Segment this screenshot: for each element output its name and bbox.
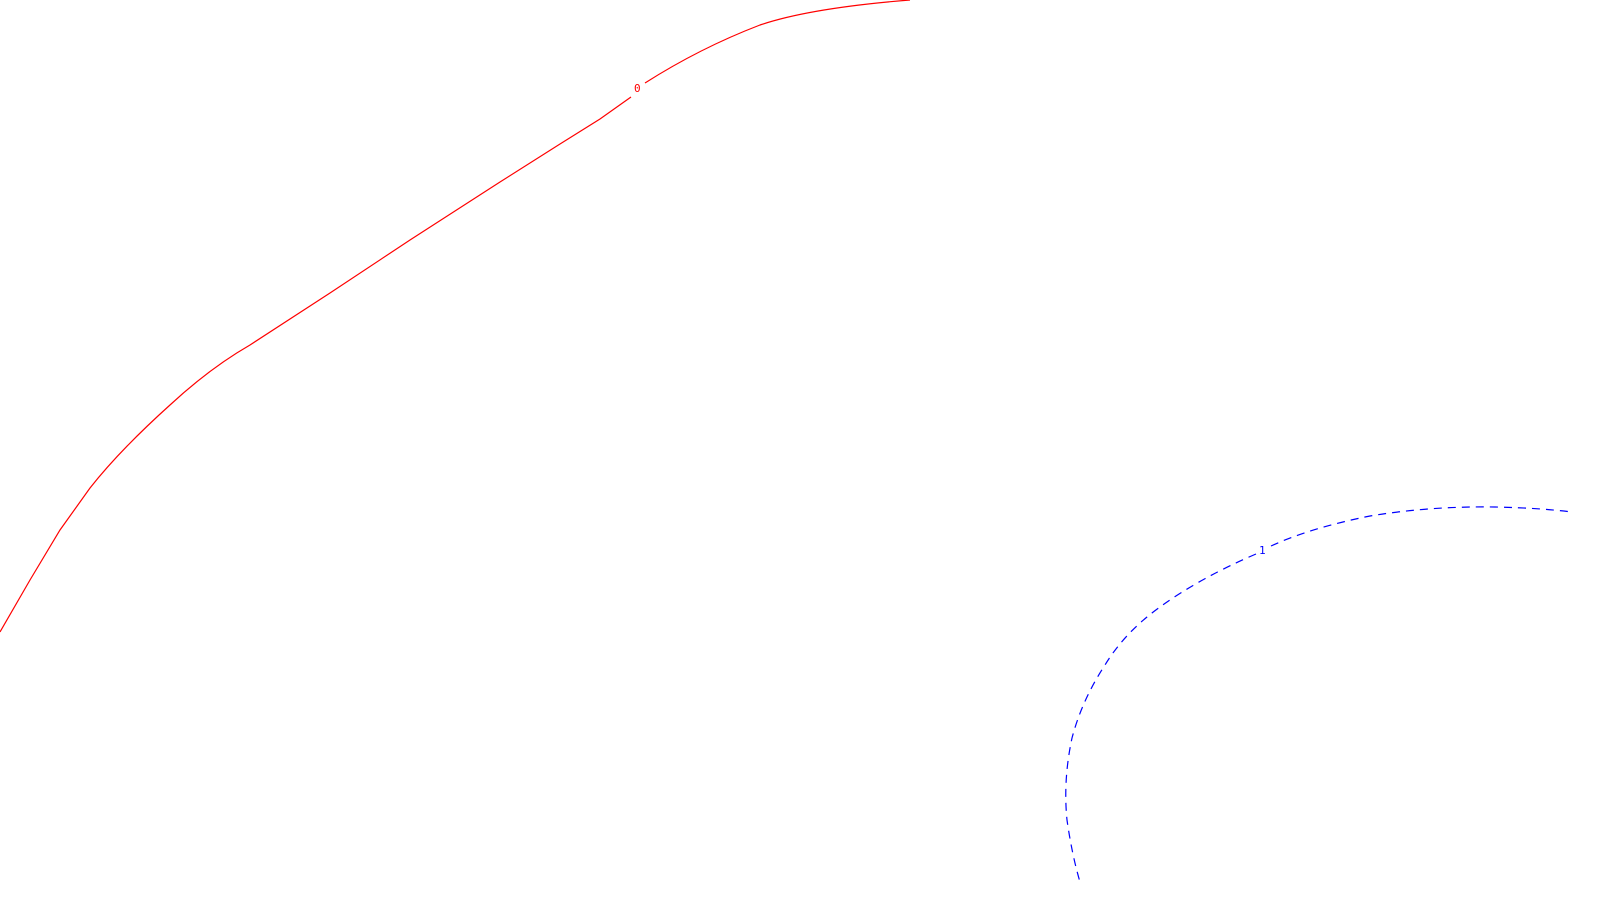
contour-label-0: 0 [634, 82, 641, 95]
contour-path-1b [1270, 506, 1573, 547]
contour-path-0b [644, 0, 911, 84]
contour-path-0a [0, 96, 632, 633]
contour-label-1: 1 [1259, 544, 1266, 557]
contour-path-1a [1065, 553, 1257, 883]
contour-line-0: 0 [0, 0, 911, 633]
contour-line-1: 1 [1065, 506, 1573, 883]
